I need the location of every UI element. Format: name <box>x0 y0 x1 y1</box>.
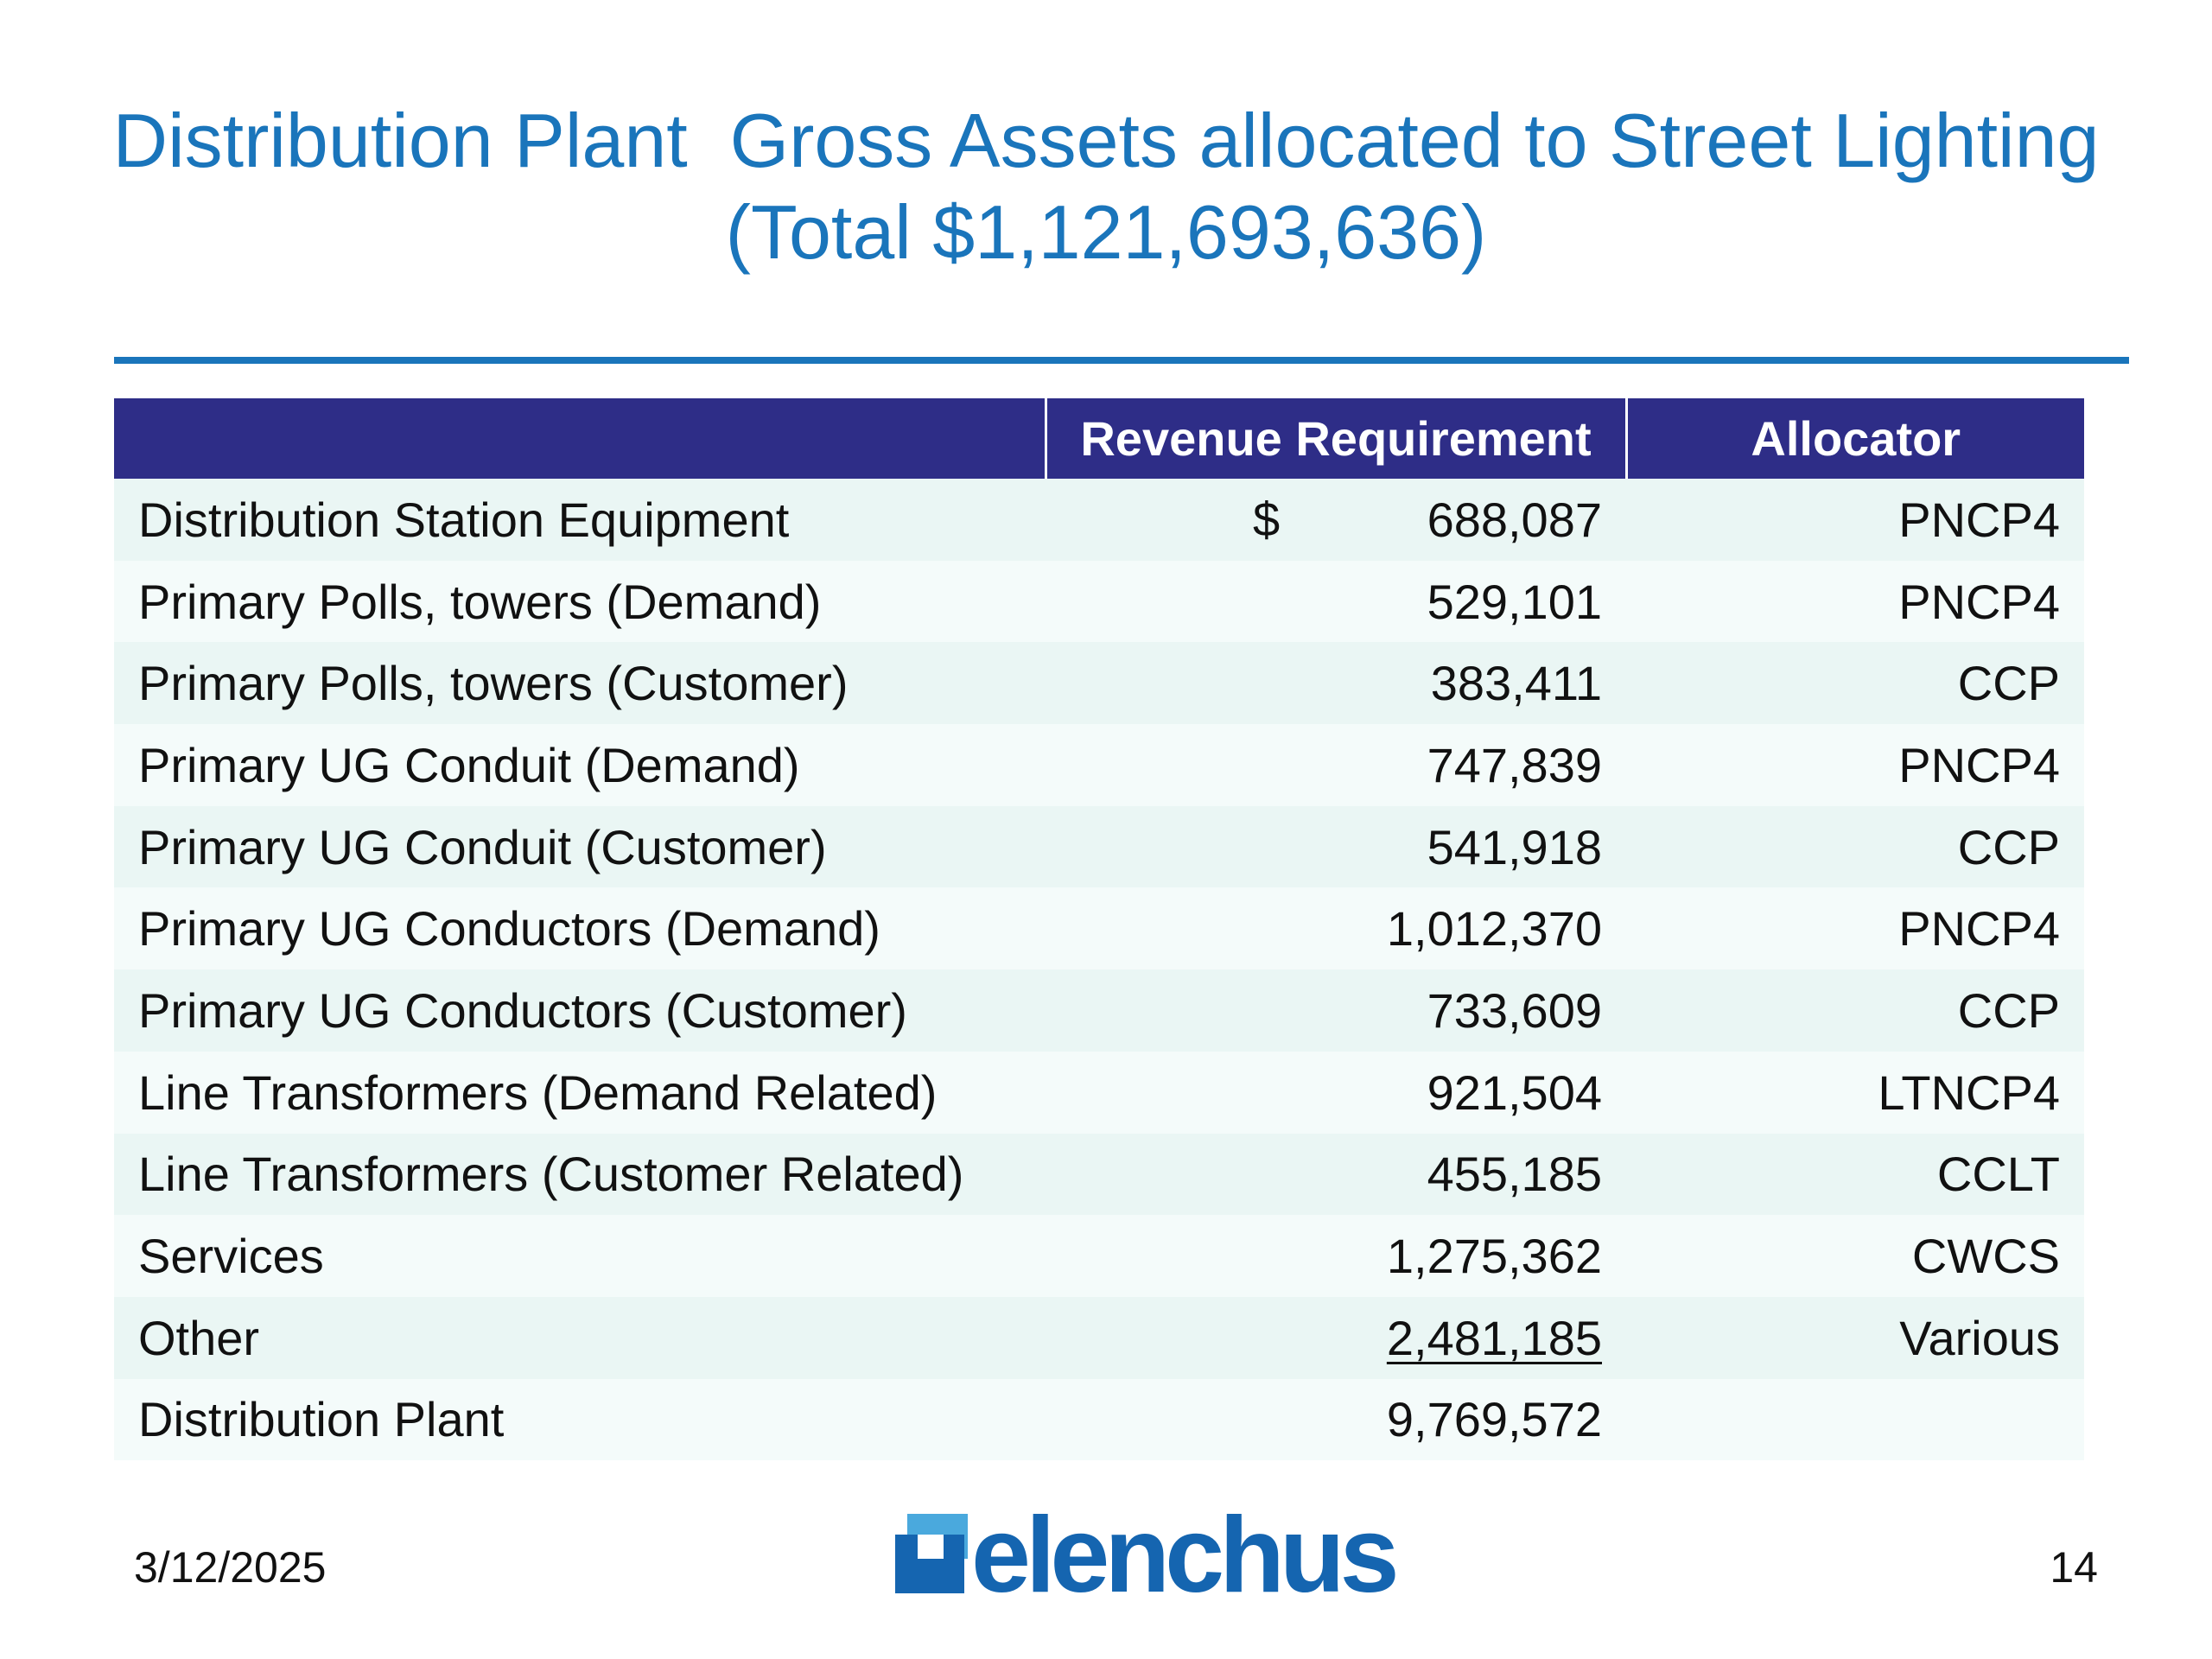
row-amount: 541,918 <box>1427 819 1602 874</box>
revenue-table: Revenue Requirement Allocator Distributi… <box>114 398 2084 1461</box>
row-amount: 455,185 <box>1427 1147 1602 1202</box>
row-amount-cell: 733,609 <box>1046 969 1626 1052</box>
table-row: Primary UG Conductors (Customer) 733,609 C… <box>114 969 2084 1052</box>
row-amount: 733,609 <box>1427 982 1602 1038</box>
row-label: Primary UG Conductors (Demand) <box>114 887 1046 970</box>
row-allocator: PNCP4 <box>1626 887 2084 970</box>
table-row: Distribution Station Equipment $688,087 PN… <box>114 479 2084 561</box>
row-allocator: CCP <box>1626 642 2084 725</box>
row-allocator: PNCP4 <box>1626 479 2084 561</box>
row-amount-cell: 529,101 <box>1046 560 1626 643</box>
row-amount-cell: 1,275,362 <box>1046 1215 1626 1297</box>
row-allocator: PNCP4 <box>1626 560 2084 643</box>
row-amount-cell: 455,185 <box>1046 1133 1626 1216</box>
row-amount-cell: 383,411 <box>1046 642 1626 725</box>
table-row: Line Transformers (Customer Related) 455,… <box>114 1133 2084 1216</box>
row-label: Distribution Plant <box>114 1378 1046 1461</box>
logo-wordmark: elenchus <box>971 1496 1400 1615</box>
row-amount: 383,411 <box>1430 656 1602 711</box>
row-amount-cell: 9,769,572 <box>1046 1378 1626 1461</box>
table-row: Primary UG Conduit (Customer) 541,918 CCP <box>114 805 2084 888</box>
row-amount-cell: 2,481,185 <box>1046 1296 1626 1379</box>
row-allocator: CCP <box>1626 969 2084 1052</box>
row-label: Line Transformers (Demand Related) <box>114 1051 1046 1134</box>
table-row: Other 2,481,185 Various <box>114 1296 2084 1379</box>
row-amount-cell: 541,918 <box>1046 805 1626 888</box>
row-amount: 1,012,370 <box>1386 901 1602 957</box>
slide-date: 3/12/2025 <box>134 1543 327 1592</box>
elenchus-logo: elenchus <box>895 1496 1400 1615</box>
row-allocator: CWCS <box>1626 1215 2084 1297</box>
row-label: Primary UG Conductors (Customer) <box>114 969 1046 1052</box>
header-revenue-requirement: Revenue Requirement <box>1044 398 1626 479</box>
currency-symbol: $ <box>1253 492 1281 547</box>
row-label: Line Transformers (Customer Related) <box>114 1133 1046 1216</box>
logo-mark-icon <box>895 1514 968 1593</box>
table-body: Distribution Station Equipment $688,087 PN… <box>114 479 2084 1461</box>
row-amount-cell: 1,012,370 <box>1046 887 1626 970</box>
slide-title-line1: Distribution Plant Gross Assets allocate… <box>112 98 2100 183</box>
row-amount: 688,087 <box>1427 492 1602 547</box>
table-row: Primary UG Conduit (Demand) 747,839 PNCP4 <box>114 724 2084 806</box>
table-row: Primary UG Conductors (Demand) 1,012,370 P… <box>114 887 2084 970</box>
table-header-row: Revenue Requirement Allocator <box>114 398 2084 479</box>
row-amount-cell: 921,504 <box>1046 1051 1626 1134</box>
table-row: Line Transformers (Demand Related) 921,50… <box>114 1051 2084 1134</box>
table-row: Primary Polls, towers (Customer) 383,411 C… <box>114 642 2084 725</box>
header-label <box>114 398 1046 479</box>
row-label: Other <box>114 1296 1046 1379</box>
row-label: Distribution Station Equipment <box>114 479 1046 561</box>
row-amount: 1,275,362 <box>1386 1229 1602 1284</box>
row-label: Primary UG Conduit (Demand) <box>114 724 1046 806</box>
row-amount: 529,101 <box>1427 574 1602 629</box>
table-row: Distribution Plant 9,769,572 <box>114 1378 2084 1461</box>
row-amount: 2,481,185 <box>1386 1310 1602 1365</box>
row-amount-cell: 747,839 <box>1046 724 1626 806</box>
row-amount: 921,504 <box>1427 1065 1602 1120</box>
slide-title-line2: (Total $1,121,693,636) <box>725 189 1487 275</box>
row-allocator: Various <box>1626 1296 2084 1379</box>
title-divider <box>114 357 2129 364</box>
row-allocator: CCLT <box>1626 1133 2084 1216</box>
row-allocator: LTNCP4 <box>1626 1051 2084 1134</box>
row-allocator: CCP <box>1626 805 2084 888</box>
row-label: Primary Polls, towers (Demand) <box>114 560 1046 643</box>
table-row: Primary Polls, towers (Demand) 529,101 PNC… <box>114 560 2084 643</box>
slide-title: Distribution Plant Gross Assets allocate… <box>0 95 2212 278</box>
row-amount: 9,769,572 <box>1386 1392 1602 1447</box>
row-amount: 747,839 <box>1427 737 1602 792</box>
row-allocator: PNCP4 <box>1626 724 2084 806</box>
row-label: Primary UG Conduit (Customer) <box>114 805 1046 888</box>
header-allocator: Allocator <box>1624 398 2084 479</box>
row-label: Services <box>114 1215 1046 1297</box>
row-label: Primary Polls, towers (Customer) <box>114 642 1046 725</box>
page-number: 14 <box>2050 1543 2098 1592</box>
row-allocator <box>1626 1378 2084 1461</box>
row-amount-cell: $688,087 <box>1046 479 1626 561</box>
table-row: Services 1,275,362 CWCS <box>114 1215 2084 1297</box>
